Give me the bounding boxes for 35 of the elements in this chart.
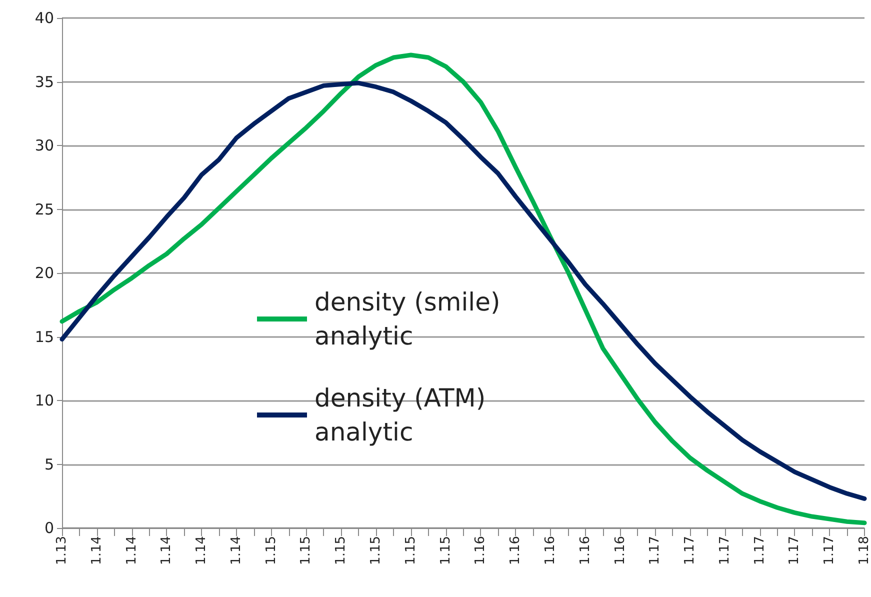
y-tick-label: 20 [34,264,54,282]
x-tick-label: 1.17 [752,536,768,565]
x-tick-label: 1.17 [787,536,802,565]
x-tick-label: 1.16 [542,536,558,565]
x-tick-label: 1.14 [89,536,104,565]
x-tick-label: 1.18 [857,536,871,565]
y-tick-label: 35 [34,72,54,91]
x-tick-label: 1.16 [578,536,593,565]
y-tick-label: 0 [44,519,54,537]
x-tick-label: 1.15 [438,536,454,565]
x-tick-label: 1.16 [612,536,628,565]
x-tick-label: 1.15 [264,536,279,565]
x-tick-label: 1.17 [822,536,838,565]
y-tick-label: 40 [34,9,54,27]
x-tick-label: 1.16 [473,536,488,565]
x-tick-label: 1.15 [298,536,314,565]
x-tick-label: 1.14 [124,536,140,565]
x-tick-label: 1.14 [228,536,244,565]
y-tick-label: 30 [34,136,54,154]
x-tick-label: 1.17 [648,536,663,565]
y-tick-label: 5 [44,455,54,474]
x-tick-label: 1.15 [334,536,349,565]
x-tick-label: 1.15 [368,536,384,565]
legend-label: density (ATM) analytic [314,384,494,446]
legend-label: density (smile) analytic [314,288,508,350]
y-tick-label: 10 [34,392,54,410]
x-tick-label: 1.14 [159,536,174,565]
y-tick-label: 25 [34,200,54,218]
x-tick-label: 1.13 [54,536,70,565]
x-tick-label: 1.17 [717,536,732,565]
x-tick-label: 1.17 [682,536,698,565]
x-tick-label: 1.15 [403,536,418,565]
x-tick-label: 1.14 [194,536,210,565]
y-tick-label: 15 [34,328,54,346]
x-tick-label: 1.16 [508,536,524,565]
